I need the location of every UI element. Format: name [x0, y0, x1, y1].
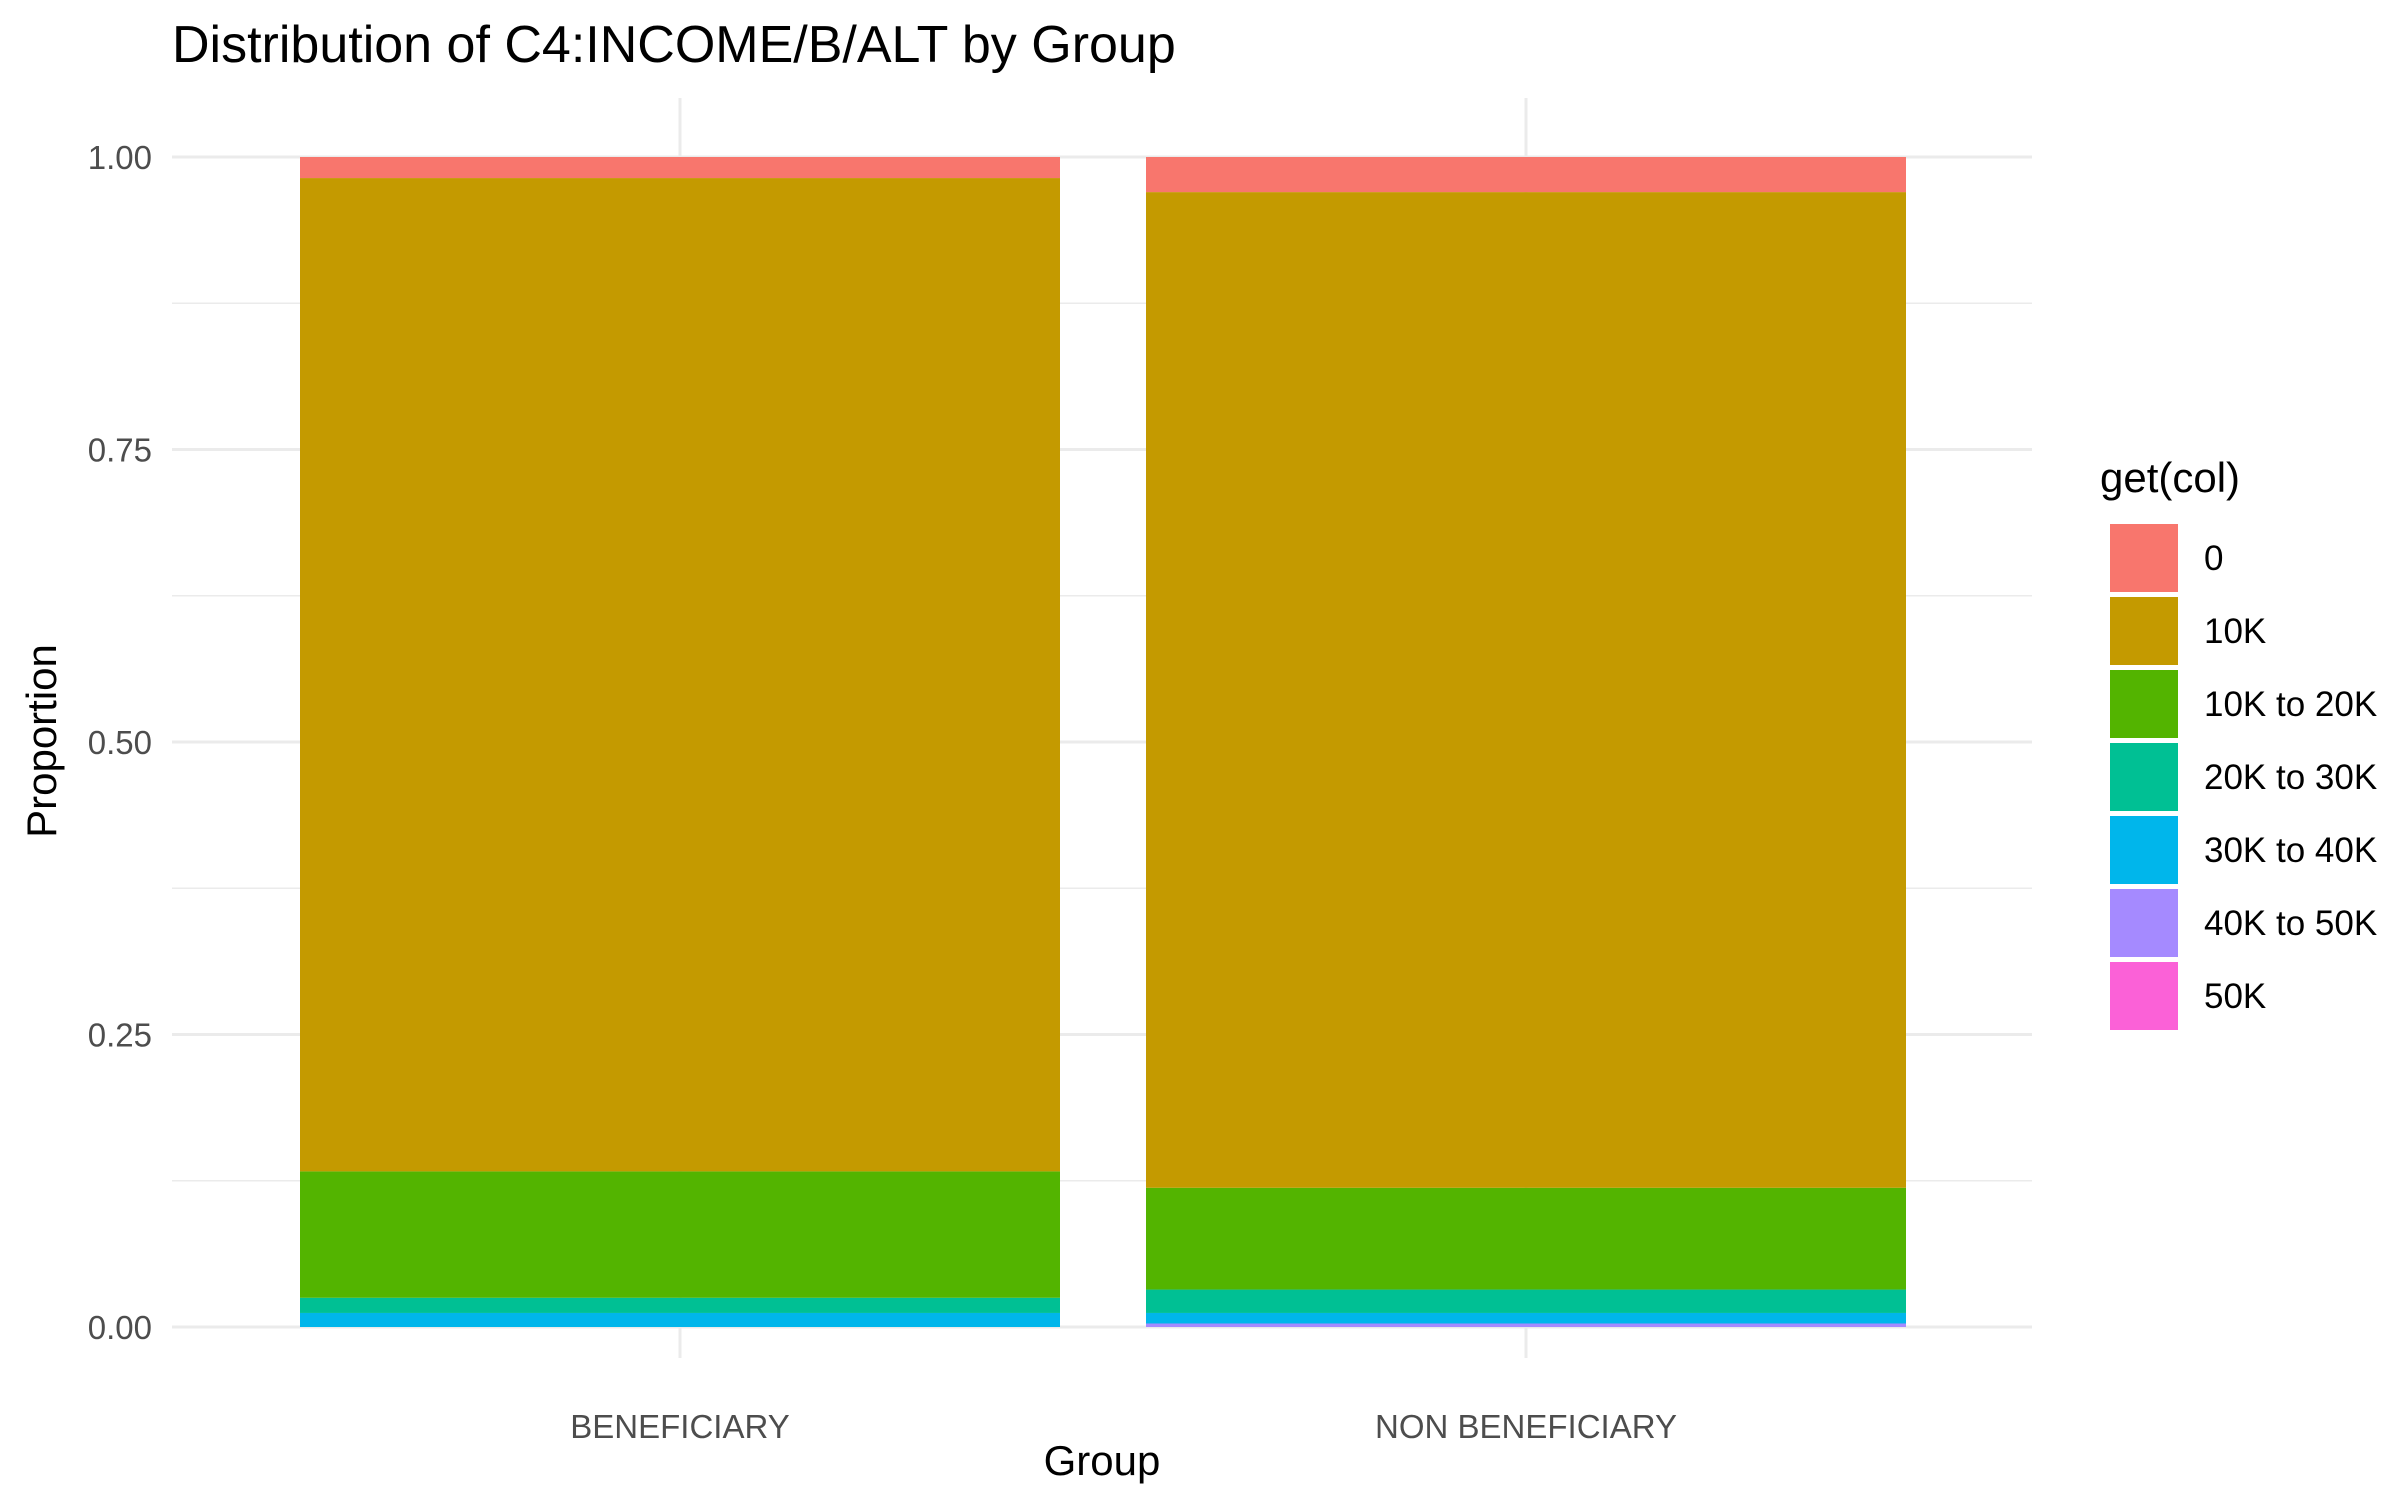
bar-segment-non-beneficiary-0 [1146, 157, 1906, 193]
legend-key-0 [2110, 524, 2178, 592]
legend-title: get(col) [2100, 454, 2240, 501]
legend-label: 50K [2204, 977, 2266, 1016]
bar-segment-beneficiary-0 [300, 157, 1060, 179]
legend-label: 0 [2204, 539, 2223, 578]
legend-key-50k [2110, 962, 2178, 1030]
y-tick-label: 0.50 [88, 724, 152, 761]
x-tick-label: BENEFICIARY [570, 1408, 789, 1445]
y-tick-label: 0.75 [88, 432, 152, 469]
x-axis-ticks: BENEFICIARY NON BENEFICIARY [570, 1408, 1677, 1445]
x-tick-label: NON BENEFICIARY [1375, 1408, 1677, 1445]
legend: get(col) 0 10K 10K to 20K 20K to 30K 30K to … [2100, 454, 2377, 1030]
legend-label: 30K to 40K [2204, 831, 2377, 870]
y-axis-title: Proportion [18, 644, 65, 838]
legend-label: 20K to 30K [2204, 758, 2377, 797]
bar-segment-beneficiary-10k-to-20k [300, 1171, 1060, 1298]
bar-segment-non-beneficiary-40k-to-50k [1146, 1323, 1906, 1327]
x-axis-title: Group [1044, 1437, 1161, 1484]
legend-key-30k-to-40k [2110, 816, 2178, 884]
legend-label: 10K to 20K [2204, 685, 2377, 724]
bar-segment-beneficiary-20k-to-30k [300, 1297, 1060, 1313]
bars [300, 157, 1906, 1327]
y-tick-label: 0.00 [88, 1309, 152, 1346]
y-axis-ticks: 0.00 0.25 0.50 0.75 1.00 [88, 139, 152, 1346]
legend-label: 40K to 50K [2204, 904, 2377, 943]
legend-key-40k-to-50k [2110, 889, 2178, 957]
bar-segment-beneficiary-30k-to-40k [300, 1312, 1060, 1327]
y-tick-label: 1.00 [88, 139, 152, 176]
legend-key-10k-to-20k [2110, 670, 2178, 738]
chart-title: Distribution of C4:INCOME/B/ALT by Group [172, 16, 1176, 74]
bar-segment-non-beneficiary-10k-to-20k [1146, 1187, 1906, 1290]
bar-segment-non-beneficiary-20k-to-30k [1146, 1289, 1906, 1313]
legend-key-20k-to-30k [2110, 743, 2178, 811]
bar-segment-beneficiary-10k [300, 178, 1060, 1172]
bar-segment-non-beneficiary-10k [1146, 192, 1906, 1188]
legend-label: 10K [2204, 612, 2266, 651]
y-tick-label: 0.25 [88, 1017, 152, 1054]
bar-segment-non-beneficiary-30k-to-40k [1146, 1312, 1906, 1324]
legend-key-10k [2110, 597, 2178, 665]
